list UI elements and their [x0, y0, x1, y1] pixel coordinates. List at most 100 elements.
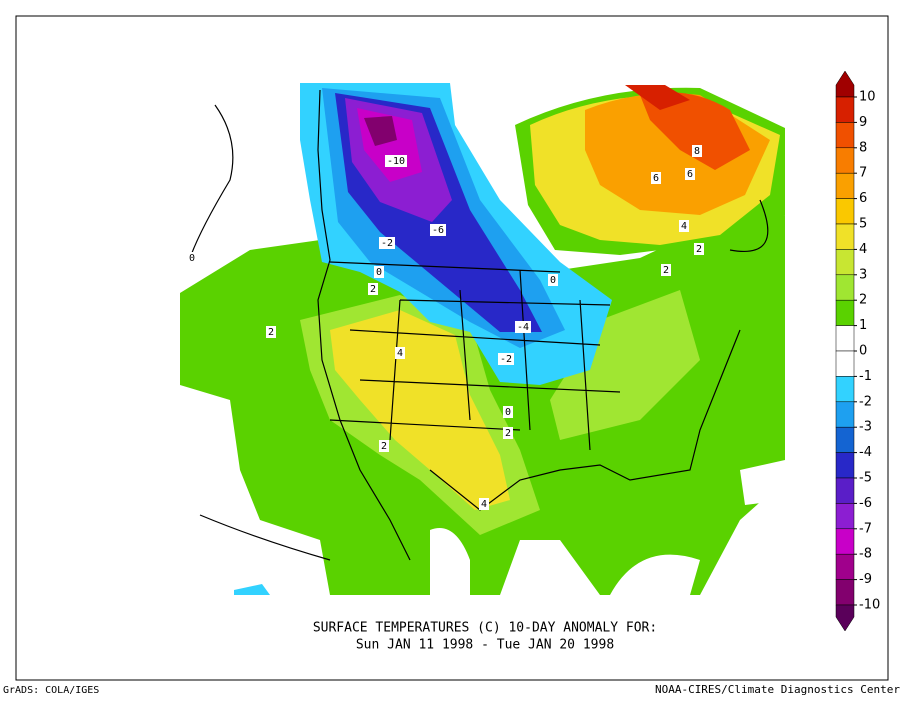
- contour-label-bg: [374, 266, 384, 278]
- colorbar-label: -9: [859, 572, 872, 587]
- colorbar-box: [835, 122, 855, 149]
- colorbar-label: 0: [859, 344, 867, 359]
- contour-label: 0: [505, 407, 511, 418]
- colorbar-label: 2: [859, 293, 867, 308]
- contour-label-bg: [503, 406, 513, 418]
- colorbar-label: 6: [859, 191, 867, 206]
- map-fields: [180, 83, 785, 595]
- colorbar-box: [835, 350, 855, 377]
- contour-label: 0: [376, 267, 382, 278]
- contour-label-bg: [679, 220, 689, 232]
- footer-right: NOAA-CIRES/Climate Diagnostics Center: [655, 683, 900, 696]
- footer-left: GrADS: COLA/IGES: [3, 685, 99, 696]
- contour-label: 2: [268, 327, 274, 338]
- contour-label: -6: [432, 225, 444, 236]
- contour-label: 2: [381, 441, 387, 452]
- contour-label: 0: [189, 253, 195, 264]
- colorbar-box: [835, 299, 855, 326]
- colorbar-box: [835, 274, 855, 301]
- contour-label: 2: [370, 284, 376, 295]
- contour-label-bg: [503, 427, 513, 439]
- colorbar-label: -3: [859, 420, 872, 435]
- colorbar-box: [835, 452, 855, 479]
- colorbar-label: -1: [859, 369, 872, 384]
- colorbar-label: -5: [859, 471, 872, 486]
- contour-label-bg: [685, 168, 695, 180]
- colorbar-arrow: [835, 604, 855, 632]
- colorbar-box: [835, 401, 855, 428]
- coastline: [317, 89, 411, 561]
- colorbar-box: [835, 376, 855, 403]
- field-darkpurple: [364, 116, 397, 146]
- colorbar-label: 3: [859, 267, 867, 282]
- contour-label-bg: [368, 283, 378, 295]
- contour-label: 6: [653, 173, 659, 184]
- colorbar-box: [835, 325, 855, 352]
- contour-label-bg: [651, 172, 661, 184]
- colorbar-box: [835, 553, 855, 580]
- contour-label: 6: [687, 169, 693, 180]
- border-line: [329, 261, 621, 451]
- field-white-gap: [430, 460, 785, 595]
- contour-label: -10: [387, 156, 405, 167]
- colorbar-label: -6: [859, 496, 872, 511]
- contour-label-bg: [548, 274, 558, 286]
- contour-label: 8: [694, 146, 700, 157]
- colorbar-label: 9: [859, 115, 867, 130]
- contour-label-bg: [395, 347, 405, 359]
- title-line: Sun JAN 11 1998 - Tue JAN 20 1998: [356, 638, 614, 653]
- colorbar-box: [835, 249, 855, 276]
- gulf-coast: [429, 329, 741, 511]
- colorbar-box: [835, 579, 855, 606]
- contour-label: -2: [381, 238, 393, 249]
- contour-label-bg: [385, 155, 407, 167]
- colorbar-box: [835, 503, 855, 530]
- contour-label: 4: [397, 348, 403, 359]
- colorbar-box: [835, 147, 855, 174]
- contour-label-bg: [430, 224, 446, 236]
- colorbar-label: -2: [859, 394, 872, 409]
- title-line: SURFACE TEMPERATURES (C) 10-DAY ANOMALY …: [313, 621, 657, 636]
- contour-label: 4: [481, 499, 487, 510]
- colorbar-label: 8: [859, 140, 867, 155]
- colorbar-label: -7: [859, 521, 872, 536]
- contour-label-bg: [692, 145, 702, 157]
- colorbar-label: 7: [859, 166, 867, 181]
- contour-line: [189, 104, 769, 561]
- colorbar-box: [835, 172, 855, 199]
- contour-label-bg: [661, 264, 671, 276]
- field-cyan-sw: [234, 584, 270, 595]
- colorbar-label: 1: [859, 318, 867, 333]
- contour-label-bg: [187, 252, 197, 264]
- colorbar-box: [835, 198, 855, 225]
- colorbar-box: [835, 477, 855, 504]
- contour-label-bg: [266, 326, 276, 338]
- contour-label: 4: [681, 221, 687, 232]
- contour-label: 2: [696, 244, 702, 255]
- colorbar-box: [835, 426, 855, 453]
- contour-label: -2: [500, 354, 512, 365]
- colorbar-box: [835, 96, 855, 123]
- field-red: [625, 85, 690, 110]
- colorbar-label: -8: [859, 547, 872, 562]
- colorbar-label: -4: [859, 445, 872, 460]
- contour-label-bg: [694, 243, 704, 255]
- field-darkorange: [640, 92, 750, 170]
- colorbar-box: [835, 223, 855, 250]
- contour-label-bg: [515, 321, 531, 333]
- colorbar-label: 10: [859, 90, 876, 105]
- contour-label: 2: [505, 428, 511, 439]
- contour-label: 0: [550, 275, 556, 286]
- contour-label-bg: [379, 237, 395, 249]
- contour-label-bg: [479, 498, 489, 510]
- contour-label-bg: [379, 440, 389, 452]
- boundaries: [189, 89, 769, 561]
- colorbar-label: 5: [859, 217, 867, 232]
- colorbar-label: -10: [859, 598, 880, 613]
- colorbar-label: 4: [859, 242, 867, 257]
- contour-label: 2: [663, 265, 669, 276]
- colorbar-box: [835, 528, 855, 555]
